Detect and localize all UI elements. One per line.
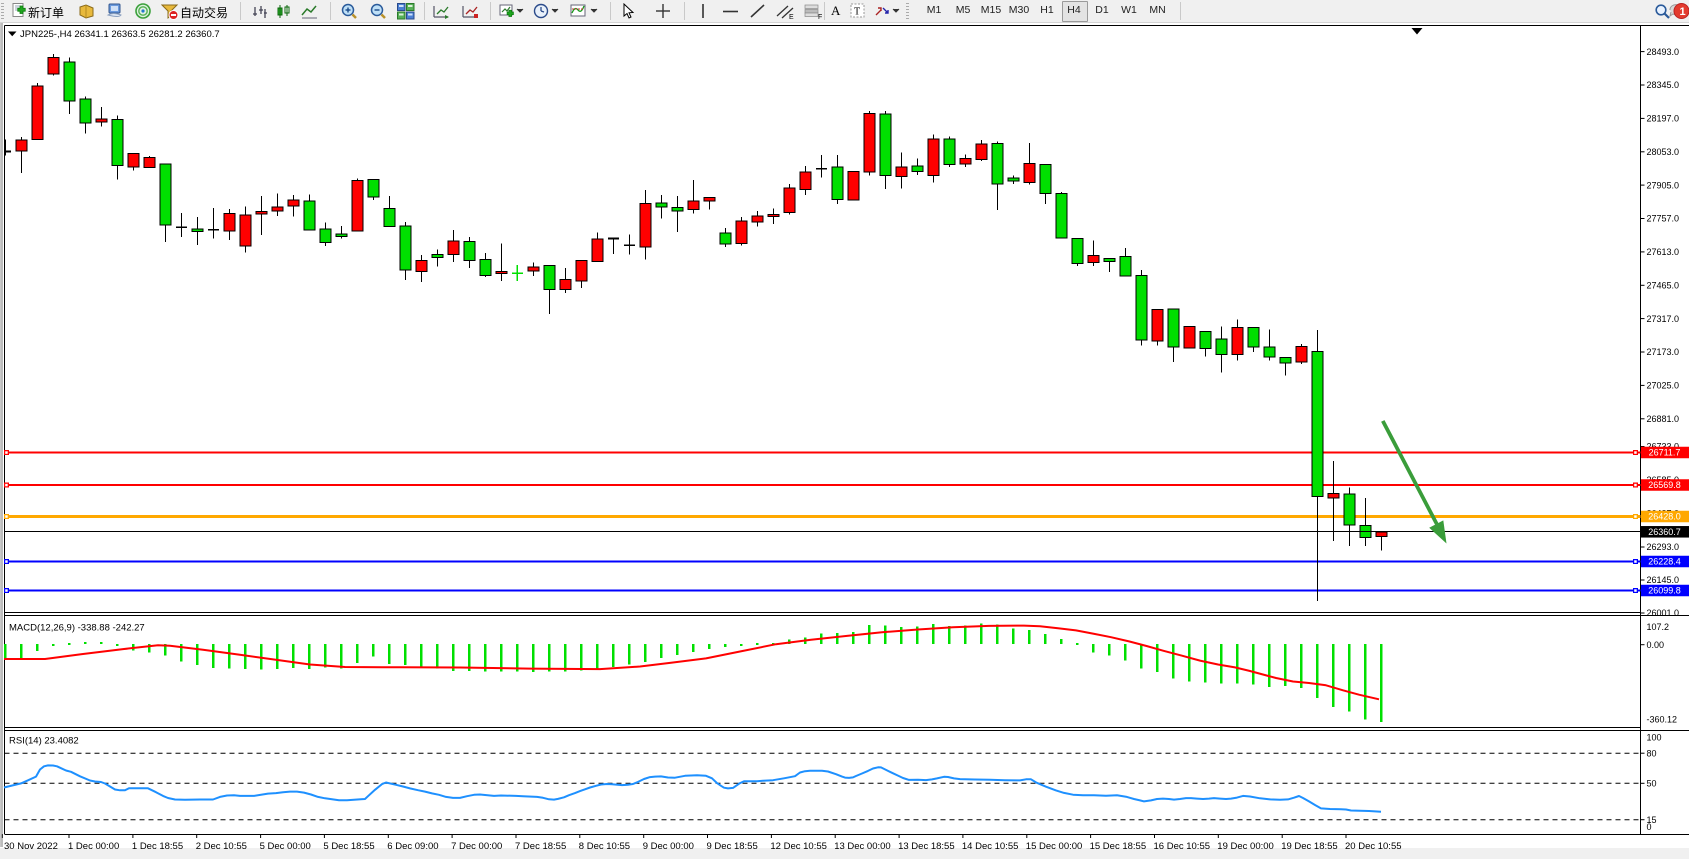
svg-text:26001.0: 26001.0 <box>1647 608 1680 618</box>
svg-text:27613.0: 27613.0 <box>1647 247 1680 257</box>
svg-text:27465.0: 27465.0 <box>1647 281 1680 291</box>
svg-text:26360.7: 26360.7 <box>1648 527 1681 537</box>
svg-text:20 Dec 10:55: 20 Dec 10:55 <box>1345 841 1402 852</box>
svg-text:15 Dec 18:55: 15 Dec 18:55 <box>1090 841 1147 852</box>
svg-text:1: 1 <box>1680 6 1686 18</box>
svg-text:12 Dec 10:55: 12 Dec 10:55 <box>770 841 827 852</box>
svg-text:9 Dec 00:00: 9 Dec 00:00 <box>643 841 694 852</box>
svg-text:16 Dec 10:55: 16 Dec 10:55 <box>1154 841 1211 852</box>
svg-text:RSI(14) 23.4082: RSI(14) 23.4082 <box>9 736 79 747</box>
svg-text:28345.0: 28345.0 <box>1647 80 1680 90</box>
svg-text:F: F <box>818 14 822 20</box>
svg-text:26881.0: 26881.0 <box>1647 414 1680 424</box>
svg-text:27025.0: 27025.0 <box>1647 381 1680 391</box>
svg-text:28197.0: 28197.0 <box>1647 114 1680 124</box>
svg-text:26228.4: 26228.4 <box>1648 557 1681 567</box>
svg-text:80: 80 <box>1647 748 1657 758</box>
svg-text:8 Dec 10:55: 8 Dec 10:55 <box>579 841 630 852</box>
svg-text:JPN225-,H4 26341.1 26363.5 26: JPN225-,H4 26341.1 26363.5 26281.2 26360… <box>20 29 220 40</box>
svg-text:2 Dec 10:55: 2 Dec 10:55 <box>196 841 247 852</box>
svg-text:13 Dec 18:55: 13 Dec 18:55 <box>898 841 955 852</box>
svg-text:1 Dec 18:55: 1 Dec 18:55 <box>132 841 183 852</box>
svg-text:28053.0: 28053.0 <box>1647 147 1680 157</box>
svg-text:15 Dec 00:00: 15 Dec 00:00 <box>1026 841 1083 852</box>
svg-text:26711.7: 26711.7 <box>1649 448 1681 458</box>
svg-text:13 Dec 00:00: 13 Dec 00:00 <box>834 841 891 852</box>
svg-text:26569.8: 26569.8 <box>1648 480 1681 490</box>
svg-text:28493.0: 28493.0 <box>1647 47 1680 57</box>
svg-text:0: 0 <box>1647 822 1652 832</box>
svg-text:MACD(12,26,9) -338.88 -242.27: MACD(12,26,9) -338.88 -242.27 <box>9 623 145 634</box>
svg-text:26733.0: 26733.0 <box>1647 442 1680 452</box>
svg-text:100: 100 <box>1647 732 1662 742</box>
svg-text:19 Dec 18:55: 19 Dec 18:55 <box>1281 841 1338 852</box>
svg-text:26293.0: 26293.0 <box>1647 542 1680 552</box>
svg-text:27905.0: 27905.0 <box>1647 180 1680 190</box>
svg-text:19 Dec 00:00: 19 Dec 00:00 <box>1217 841 1274 852</box>
svg-text:26099.8: 26099.8 <box>1648 586 1681 596</box>
svg-text:0.00: 0.00 <box>1647 640 1665 650</box>
svg-text:26145.0: 26145.0 <box>1647 575 1680 585</box>
svg-text:9 Dec 18:55: 9 Dec 18:55 <box>707 841 758 852</box>
svg-text:E: E <box>789 14 794 20</box>
svg-text:15: 15 <box>1647 815 1657 825</box>
svg-text:T: T <box>854 7 860 18</box>
svg-text:107.2: 107.2 <box>1647 622 1670 632</box>
svg-text:50: 50 <box>1647 779 1657 789</box>
svg-text:30 Nov 2022: 30 Nov 2022 <box>4 841 58 852</box>
svg-text:1 Dec 00:00: 1 Dec 00:00 <box>68 841 119 852</box>
svg-text:7 Dec 00:00: 7 Dec 00:00 <box>451 841 502 852</box>
svg-text:27173.0: 27173.0 <box>1647 347 1680 357</box>
svg-text:26428.0: 26428.0 <box>1648 512 1681 522</box>
svg-text:5 Dec 18:55: 5 Dec 18:55 <box>323 841 374 852</box>
svg-text:-360.12: -360.12 <box>1647 715 1678 725</box>
svg-text:6 Dec 09:00: 6 Dec 09:00 <box>387 841 438 852</box>
svg-text:27757.0: 27757.0 <box>1647 214 1680 224</box>
svg-text:14 Dec 10:55: 14 Dec 10:55 <box>962 841 1019 852</box>
svg-text:5 Dec 00:00: 5 Dec 00:00 <box>260 841 311 852</box>
svg-text:27317.0: 27317.0 <box>1647 314 1680 324</box>
svg-text:7 Dec 18:55: 7 Dec 18:55 <box>515 841 566 852</box>
